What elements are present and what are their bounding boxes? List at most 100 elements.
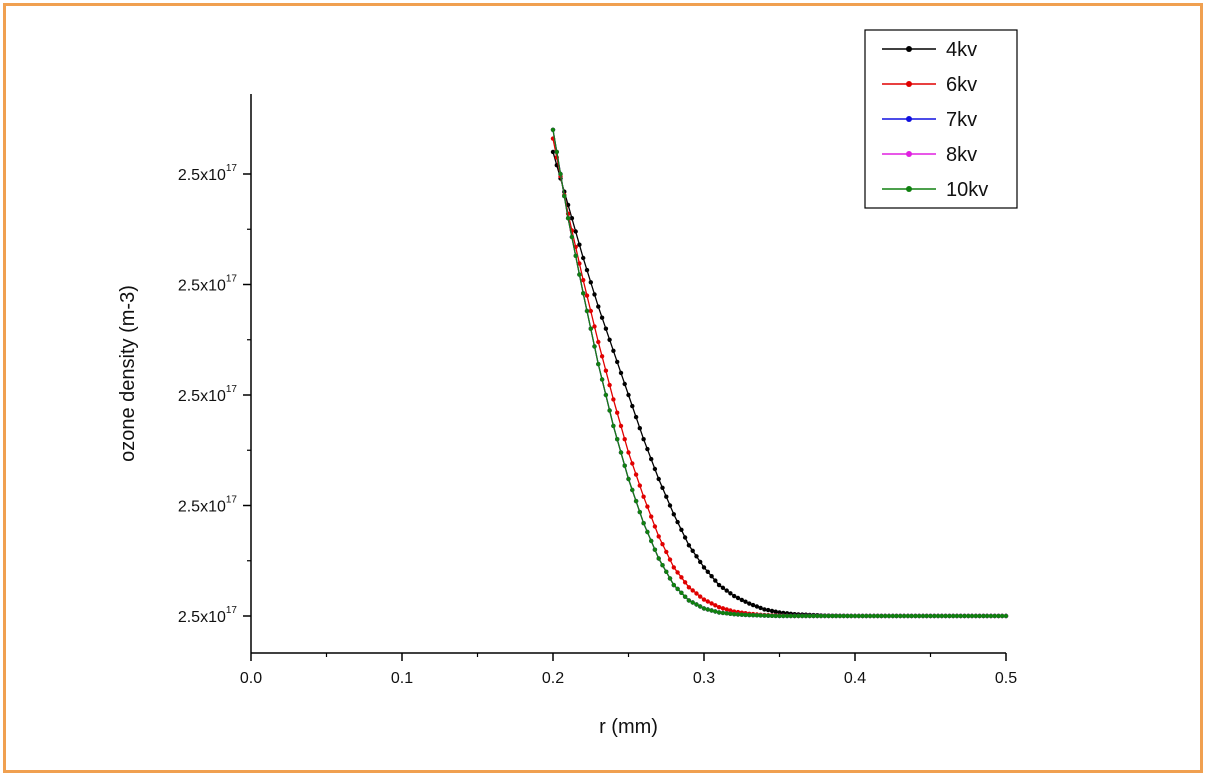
- data-point: [569, 234, 575, 240]
- data-point: [618, 423, 624, 429]
- data-point: [645, 529, 650, 535]
- data-point: [705, 599, 710, 604]
- data-point: [701, 606, 707, 611]
- data-point: [830, 613, 835, 619]
- data-point: [905, 613, 911, 619]
- data-point: [777, 610, 782, 615]
- data-point: [656, 534, 661, 539]
- data-point: [901, 613, 907, 619]
- data-point: [596, 339, 601, 345]
- data-point: [833, 613, 839, 619]
- data-point: [603, 368, 609, 373]
- data-point: [633, 498, 639, 504]
- data-point: [649, 456, 654, 462]
- x-tick-label: 0.0: [240, 670, 262, 687]
- data-point: [867, 613, 873, 619]
- data-point: [973, 613, 978, 619]
- data-point: [754, 604, 760, 609]
- data-point: [667, 576, 673, 581]
- x-tick-label: 0.5: [995, 670, 1017, 687]
- data-point: [588, 280, 593, 285]
- data-point: [588, 308, 593, 314]
- data-point: [686, 543, 692, 548]
- data-point: [698, 594, 703, 599]
- data-point: [709, 608, 714, 613]
- data-point: [652, 466, 658, 472]
- data-point: [966, 613, 971, 619]
- data-point: [728, 591, 733, 596]
- data-point: [622, 437, 627, 442]
- series-4kv: [550, 149, 1009, 619]
- data-point: [626, 476, 631, 482]
- series-10kv: [550, 127, 1009, 619]
- data-point: [618, 450, 624, 455]
- data-point: [607, 382, 612, 388]
- data-point: [603, 326, 609, 331]
- y-tick-label: 2.5x1017: [178, 163, 238, 184]
- data-point: [917, 613, 922, 619]
- data-point: [713, 603, 718, 608]
- data-point: [690, 548, 695, 553]
- data-point: [554, 149, 559, 155]
- data-point: [641, 437, 646, 442]
- x-tick-label: 0.1: [391, 670, 413, 687]
- data-point: [818, 613, 824, 619]
- data-point: [871, 613, 877, 619]
- data-point: [622, 381, 627, 387]
- data-point: [909, 613, 914, 619]
- data-point: [649, 514, 654, 519]
- legend-swatch-marker: [906, 46, 912, 52]
- data-point: [690, 588, 695, 593]
- x-tick-label: 0.4: [844, 670, 866, 687]
- data-point: [698, 604, 703, 609]
- data-point: [690, 600, 695, 605]
- series-6kv: [550, 136, 1009, 619]
- data-point: [652, 524, 658, 529]
- data-point: [618, 370, 624, 376]
- data-point: [743, 612, 748, 618]
- data-point: [769, 608, 775, 614]
- data-point: [581, 277, 586, 283]
- data-point: [728, 611, 733, 616]
- data-point: [694, 602, 699, 607]
- data-point: [573, 253, 578, 258]
- data-point: [890, 613, 895, 619]
- ozone-density-chart: 0.0 0.1 0.2 0.3 0.4 0.5 2.5x1017 2.5x1017 2.5x10…: [117, 29, 1018, 738]
- x-axis-title: r (mm): [599, 716, 658, 738]
- data-point: [599, 315, 605, 320]
- data-point: [822, 613, 827, 619]
- data-point: [724, 611, 729, 616]
- data-point: [988, 613, 994, 619]
- data-point: [781, 613, 786, 619]
- data-point: [735, 595, 741, 601]
- data-point: [1000, 613, 1005, 619]
- data-point: [637, 509, 642, 515]
- data-point: [596, 304, 601, 309]
- data-point: [743, 599, 748, 604]
- legend-label: 7kv: [946, 109, 977, 131]
- data-point: [633, 414, 639, 420]
- image-frame: 0.0 0.1 0.2 0.3 0.4 0.5 2.5x1017 2.5x1017 2.5x10…: [3, 3, 1203, 773]
- data-point: [713, 609, 718, 614]
- data-point: [675, 570, 680, 575]
- data-point: [581, 291, 586, 296]
- data-point: [720, 606, 726, 611]
- data-point: [615, 437, 620, 442]
- data-point: [962, 613, 967, 619]
- data-point: [860, 613, 865, 619]
- data-point: [924, 613, 929, 619]
- data-point: [667, 503, 673, 508]
- data-point: [550, 127, 556, 132]
- legend-swatch-marker: [906, 81, 912, 87]
- data-point: [720, 585, 726, 590]
- data-point: [626, 450, 631, 455]
- data-point: [750, 613, 756, 618]
- data-point: [664, 494, 669, 499]
- data-point: [713, 578, 718, 583]
- data-point: [675, 586, 680, 592]
- data-point: [671, 512, 676, 517]
- data-point: [599, 377, 605, 382]
- data-point: [773, 613, 778, 619]
- y-tick-label: 2.5x1017: [178, 605, 238, 626]
- data-point: [716, 605, 722, 610]
